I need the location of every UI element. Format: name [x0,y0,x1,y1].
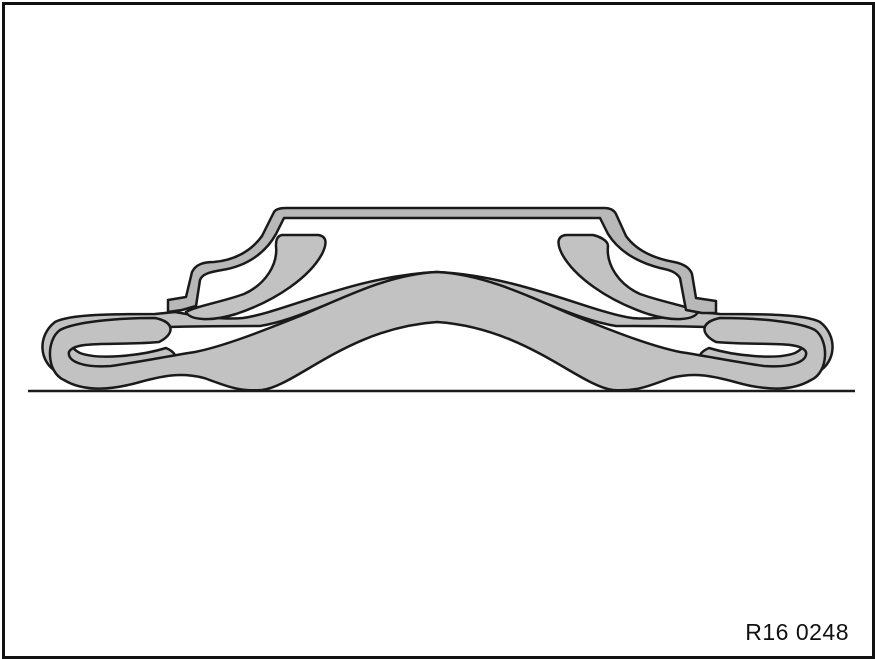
left-inner-lip [184,233,327,321]
figure-reference-code: R16 0248 [745,619,849,645]
right-inner-lip [557,233,700,321]
hat-retainer [166,206,718,315]
rubber-seal-wave [48,270,827,392]
